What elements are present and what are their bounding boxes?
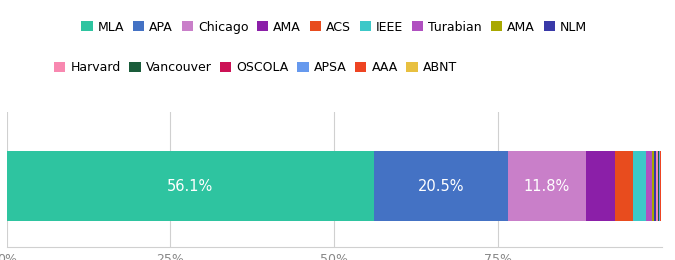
Bar: [7, 151, 374, 221]
Bar: [633, 151, 647, 221]
Text: 56.1%: 56.1%: [167, 179, 213, 194]
Text: 20.5%: 20.5%: [418, 179, 464, 194]
Text: 11.8%: 11.8%: [524, 179, 570, 194]
Bar: [508, 151, 585, 221]
Bar: [656, 151, 657, 221]
Bar: [651, 151, 654, 221]
Legend: Harvard, Vancouver, OSCOLA, APSA, AAA, ABNT: Harvard, Vancouver, OSCOLA, APSA, AAA, A…: [54, 61, 457, 74]
Bar: [585, 151, 615, 221]
Bar: [654, 151, 656, 221]
Bar: [657, 151, 659, 221]
Bar: [374, 151, 508, 221]
Bar: [647, 151, 651, 221]
Bar: [615, 151, 633, 221]
